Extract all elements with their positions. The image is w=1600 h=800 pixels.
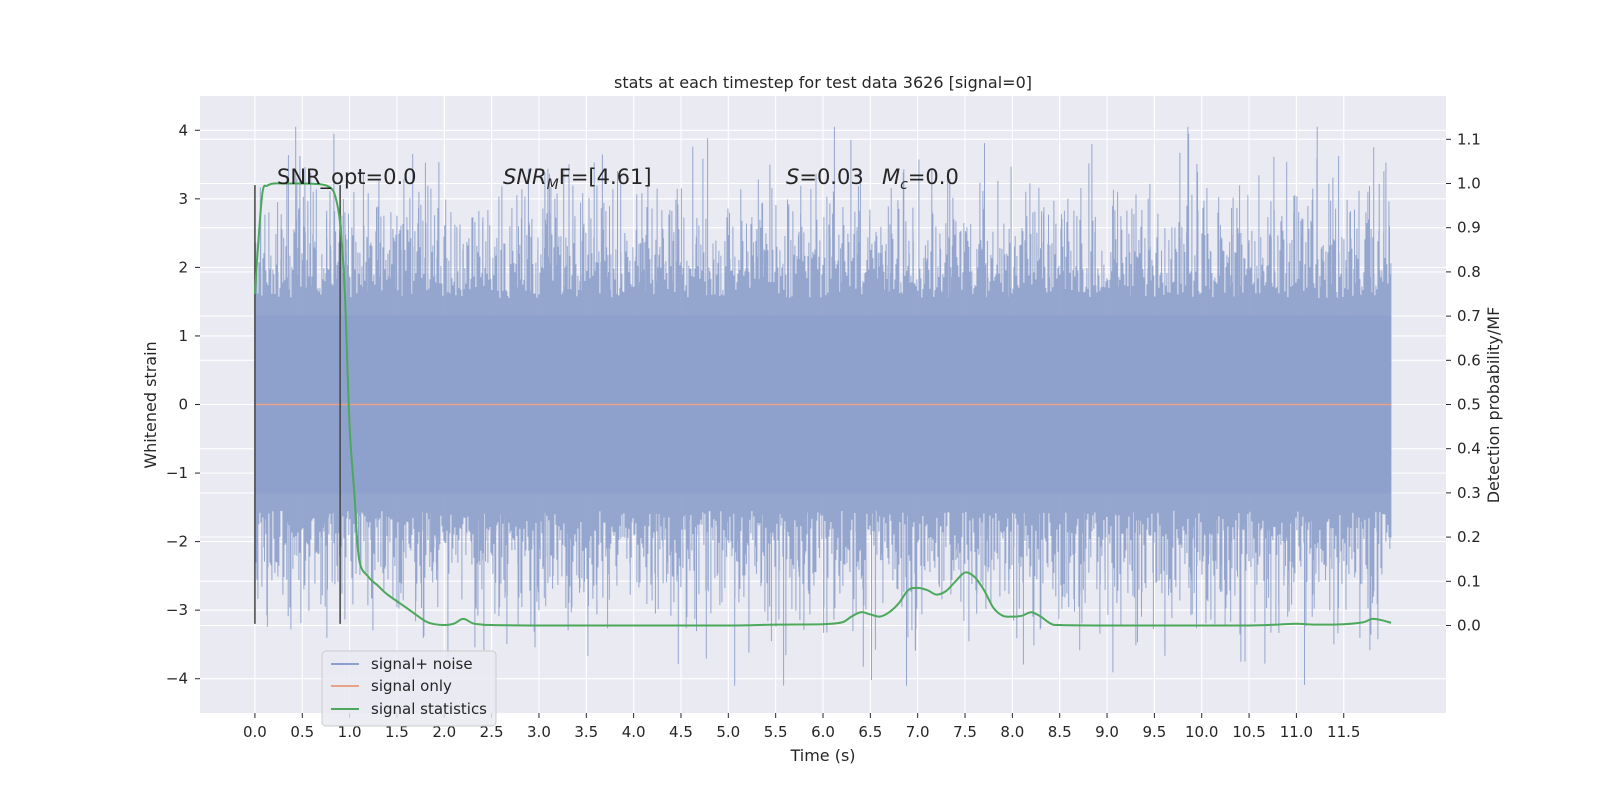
- y-axis-label-right: Detection probability/MF: [1484, 307, 1503, 504]
- annotation-snr-mf-rest: F=[4.61]: [559, 165, 652, 189]
- signal-statistics-series: [253, 182, 1392, 627]
- x-tick-label: 2.0: [432, 723, 456, 741]
- annotation-snr-mf: SNRMF=[4.61]: [503, 165, 652, 193]
- annotation-snr-mf-symbol: SNR: [503, 165, 547, 189]
- x-tick-label: 7.0: [906, 723, 930, 741]
- x-tick-label: 8.0: [1000, 723, 1024, 741]
- y-tick-label-left: 2: [178, 258, 188, 276]
- y-tick-label-right: 0.8: [1457, 263, 1481, 281]
- x-tick-label: 6.5: [858, 723, 882, 741]
- legend-box: [321, 650, 497, 727]
- x-tick-label: 0.0: [243, 723, 267, 741]
- y-tick-label-right: 0.5: [1457, 396, 1481, 414]
- y-axis-label-left: Whitened strain: [141, 341, 160, 468]
- x-tick-label: 7.5: [953, 723, 977, 741]
- ticks: 0.0 0.5 1.0 1.5 2.0 2.5 3.0 3.5 4.0 4.5 5.0 5.5 6.0 6…: [166, 121, 1481, 741]
- x-tick-label: 5.0: [716, 723, 740, 741]
- x-tick-label: 9.5: [1142, 723, 1166, 741]
- x-tick-label: 0.5: [290, 723, 314, 741]
- y-tick-label-right: 0.1: [1457, 572, 1481, 590]
- x-tick-label: 6.0: [811, 723, 835, 741]
- annotation-snr-opt: SNR_opt=0.0: [277, 165, 417, 190]
- y-tick-label-right: 0.0: [1457, 616, 1481, 634]
- annotation-mc-sub: c: [900, 177, 908, 193]
- x-tick-label: 5.5: [764, 723, 788, 741]
- x-axis-label: Time (s): [789, 746, 855, 765]
- y-tick-label-left: 1: [178, 327, 188, 345]
- y-tick-label-left: −4: [166, 670, 188, 688]
- y-tick-label-left: −1: [166, 464, 188, 482]
- y-tick-label-left: 3: [178, 190, 188, 208]
- y-tick-label-right: 1.1: [1457, 130, 1481, 148]
- y-tick-label-right: 0.9: [1457, 219, 1481, 237]
- y-tick-label-right: 1.0: [1457, 175, 1481, 193]
- y-tick-label-left: −3: [166, 601, 188, 619]
- annotation-mc-symbol: M: [882, 165, 900, 189]
- x-tick-label: 2.5: [480, 723, 504, 741]
- y-tick-label-left: 0: [178, 396, 188, 414]
- x-tick-label: 8.5: [1048, 723, 1072, 741]
- x-tick-label: 10.0: [1185, 723, 1218, 741]
- annotation-s-symbol: S: [786, 165, 799, 189]
- x-tick-label: 9.0: [1095, 723, 1119, 741]
- signal-statistics-line: [253, 182, 1392, 627]
- y-tick-label-right: 0.7: [1457, 307, 1481, 325]
- y-tick-label-right: 0.4: [1457, 440, 1481, 458]
- y-tick-label-right: 0.2: [1457, 528, 1481, 546]
- x-tick-label: 3.5: [574, 723, 598, 741]
- y-tick-label-right: 0.3: [1457, 484, 1481, 502]
- annotation-s-value: =0.03: [799, 165, 863, 189]
- x-tick-label: 3.0: [527, 723, 551, 741]
- annotation-snr-mf-sub: M: [547, 177, 559, 193]
- chart-title: stats at each timestep for test data 362…: [614, 73, 1032, 92]
- y-tick-label-left: −2: [166, 533, 188, 551]
- annotation-mc: Mc=0.0: [882, 165, 959, 193]
- x-tick-label: 4.0: [622, 723, 646, 741]
- annotation-s: S=0.03: [786, 165, 864, 189]
- legend-label-signal-noise: signal+ noise: [371, 655, 473, 673]
- x-tick-label: 10.5: [1232, 723, 1265, 741]
- x-tick-label: 11.5: [1327, 723, 1360, 741]
- x-tick-label: 11.0: [1280, 723, 1313, 741]
- x-tick-label: 1.0: [338, 723, 362, 741]
- legend: signal+ noise signal only signal statist…: [321, 650, 497, 727]
- y-tick-label-left: 4: [178, 121, 188, 139]
- vertical-markers: [254, 185, 341, 624]
- legend-label-signal-only: signal only: [371, 677, 452, 695]
- legend-label-signal-statistics: signal statistics: [371, 700, 487, 718]
- x-tick-label: 1.5: [385, 723, 409, 741]
- y-tick-label-right: 0.6: [1457, 351, 1481, 369]
- x-tick-label: 4.5: [669, 723, 693, 741]
- annotation-mc-value: =0.0: [908, 165, 959, 189]
